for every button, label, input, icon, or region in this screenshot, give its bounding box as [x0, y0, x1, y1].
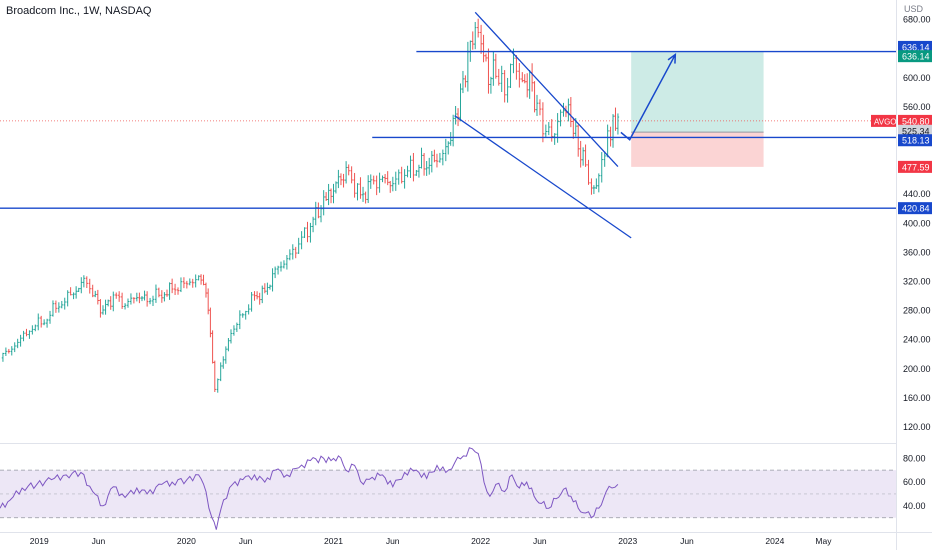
- price-tick-label: 200.00: [903, 364, 931, 374]
- currency-label: USD: [904, 4, 924, 14]
- symbol-tag: [871, 114, 896, 127]
- time-tick-label: 2024: [765, 536, 784, 546]
- target-zone: [631, 51, 764, 133]
- rsi-line: [0, 447, 619, 530]
- price-tick-label: 600.00: [903, 73, 931, 83]
- price-tag-text: 636.14: [902, 52, 930, 62]
- time-tick-label: 2023: [618, 536, 637, 546]
- symbol-tag-text: AVGO: [874, 117, 897, 126]
- price-tick-label: 120.00: [903, 422, 931, 432]
- price-tag-text: 636.14: [902, 42, 930, 52]
- price-tick-label: 440.00: [903, 189, 931, 199]
- rsi-tick-label: 40.00: [903, 501, 926, 511]
- rsi-tick-label: 80.00: [903, 453, 926, 463]
- time-tick-label: May: [815, 536, 832, 546]
- projection-arrow: [620, 54, 676, 141]
- time-tick-label: Jun: [533, 536, 547, 546]
- rsi-tick-label: 60.00: [903, 477, 926, 487]
- price-tick-label: 360.00: [903, 247, 931, 257]
- time-tick-label: Jun: [386, 536, 400, 546]
- price-tag-text: 525.34: [902, 126, 930, 136]
- time-tick-label: Jun: [92, 536, 106, 546]
- price-tick-label: 680.00: [903, 15, 931, 25]
- price-tag-red: [898, 160, 932, 173]
- price-tick-label: 400.00: [903, 218, 931, 228]
- time-tick-label: Jun: [239, 536, 253, 546]
- price-tick-label: 240.00: [903, 335, 931, 345]
- price-tag-text: 477.59: [902, 162, 930, 172]
- time-tick-label: 2020: [177, 536, 196, 546]
- price-tag-blue: [898, 134, 932, 147]
- price-tag-blue: [898, 40, 932, 53]
- price-tag-teal: [898, 50, 932, 63]
- chart-title: Broadcom Inc., 1W, NASDAQ: [6, 5, 152, 17]
- price-tag-gray: [898, 124, 932, 137]
- price-tick-label: 280.00: [903, 306, 931, 316]
- price-tag-text: 518.13: [902, 136, 930, 146]
- price-tag-blue: [898, 202, 932, 215]
- projection-arrow-head: [667, 53, 677, 64]
- time-tick-label: Jun: [680, 536, 694, 546]
- trendline: [454, 115, 632, 239]
- time-tick-label: 2022: [471, 536, 490, 546]
- time-tick-label: 2021: [324, 536, 343, 546]
- price-tick-label: 320.00: [903, 277, 931, 287]
- price-tag-avgo: [898, 114, 932, 127]
- time-tick-label: 2019: [30, 536, 49, 546]
- trendline: [474, 11, 619, 168]
- price-tag-text: 420.84: [902, 204, 930, 214]
- price-tick-label: 160.00: [903, 393, 931, 403]
- price-tick-label: 560.00: [903, 102, 931, 112]
- price-tag-text: 540.80: [902, 116, 930, 126]
